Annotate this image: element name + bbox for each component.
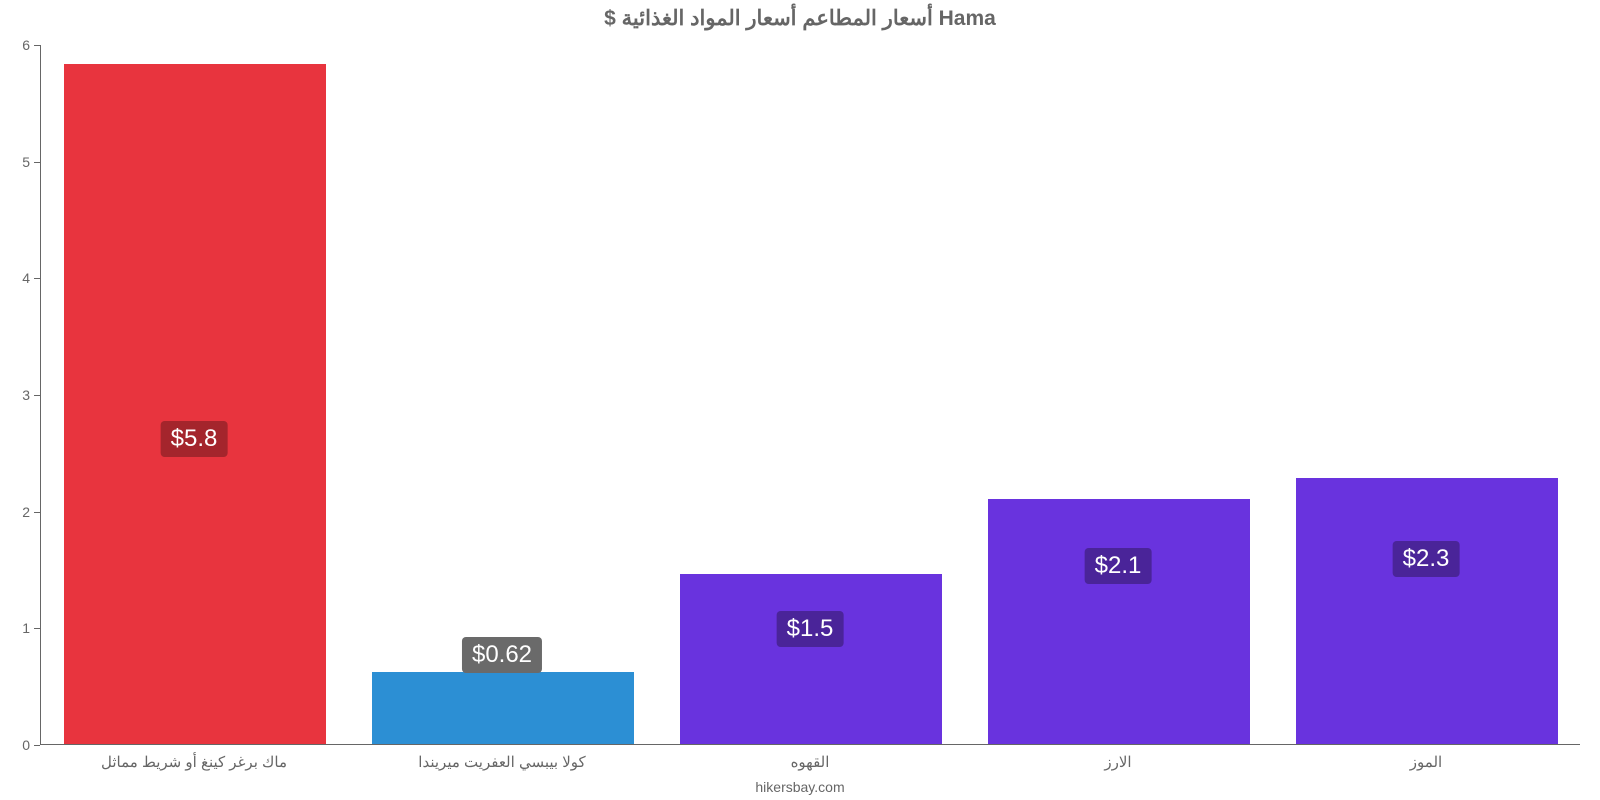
bar-value-label: $5.8 [161, 421, 228, 457]
ytick-mark [34, 512, 40, 513]
ytick-mark [34, 45, 40, 46]
xtick-label: ماك برغر كينغ أو شريط مماثل [101, 753, 287, 771]
bar-value-label: $2.3 [1393, 541, 1460, 577]
ytick-mark [34, 278, 40, 279]
ytick-label: 4 [0, 270, 30, 286]
ytick-mark [34, 745, 40, 746]
ytick-mark [34, 395, 40, 396]
bar [64, 64, 326, 744]
ytick-label: 1 [0, 620, 30, 636]
bar [372, 672, 634, 744]
price-chart: $ أسعار المطاعم أسعار المواد الغذائية Ha… [0, 0, 1600, 800]
attribution-text: hikersbay.com [0, 779, 1600, 795]
ytick-label: 2 [0, 504, 30, 520]
bar [988, 499, 1250, 744]
xtick-label: القهوه [791, 753, 830, 771]
xtick-label: كولا بيبسي العفريت ميريندا [418, 753, 585, 771]
bar [680, 574, 942, 744]
bar-value-label: $0.62 [462, 637, 542, 673]
ytick-label: 6 [0, 37, 30, 53]
xtick-label: الارز [1104, 753, 1131, 771]
ytick-mark [34, 162, 40, 163]
xtick-label: الموز [1410, 753, 1442, 771]
ytick-mark [34, 628, 40, 629]
ytick-label: 0 [0, 737, 30, 753]
chart-title: $ أسعار المطاعم أسعار المواد الغذائية Ha… [0, 6, 1600, 31]
bar [1296, 478, 1558, 744]
bar-value-label: $1.5 [777, 611, 844, 647]
ytick-label: 5 [0, 154, 30, 170]
bar-value-label: $2.1 [1085, 548, 1152, 584]
ytick-label: 3 [0, 387, 30, 403]
